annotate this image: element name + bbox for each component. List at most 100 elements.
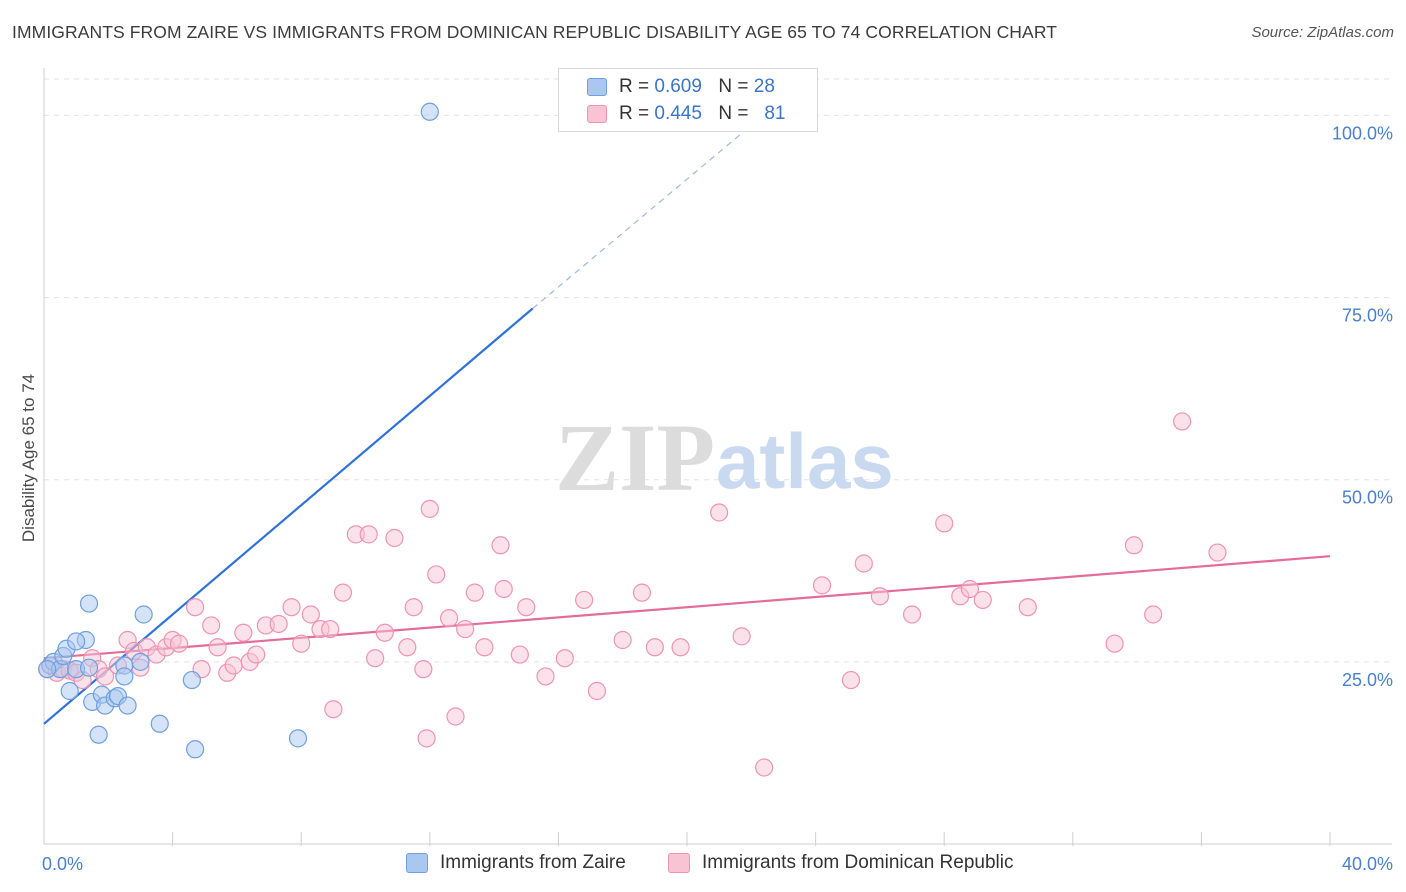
data-point-dominican <box>375 623 394 642</box>
data-point-dominican <box>385 528 404 548</box>
series-zaire-points <box>38 102 439 759</box>
data-point-dominican <box>465 583 484 602</box>
data-point-zaire <box>79 658 99 677</box>
legend-r-label: R = <box>619 76 650 97</box>
data-point-dominican <box>398 638 417 657</box>
series-legend: Immigrants from Zaire Immigrants from Do… <box>0 850 1406 880</box>
data-point-zaire <box>182 670 201 690</box>
data-point-dominican <box>1173 412 1192 431</box>
data-point-dominican <box>710 503 729 522</box>
data-point-dominican <box>575 590 594 610</box>
trend-line-dominican <box>43 555 1331 660</box>
gridlines <box>44 78 1392 663</box>
data-point-dominican <box>1144 605 1163 624</box>
watermark-zip: ZIP <box>555 404 715 511</box>
data-point-dominican <box>417 729 436 748</box>
series-legend-label-zaire: Immigrants from Zaire <box>440 852 626 873</box>
data-point-dominican <box>333 583 353 602</box>
data-point-zaire <box>288 729 308 748</box>
data-point-dominican <box>935 514 954 533</box>
y-axis-label: Disability Age 65 to 74 <box>19 374 38 542</box>
data-point-dominican <box>404 598 423 617</box>
data-point-zaire <box>115 667 134 686</box>
legend-row-zaire: R = 0.609 N = 28 <box>587 75 775 99</box>
series-legend-zaire: Immigrants from Zaire <box>406 852 626 874</box>
data-point-dominican <box>292 634 311 653</box>
data-point-dominican <box>841 670 861 690</box>
watermark: ZIP atlas <box>555 404 894 511</box>
legend-n-label: N = <box>718 103 749 124</box>
data-point-zaire <box>134 605 153 624</box>
series-legend-dominican: Immigrants from Dominican Republic <box>668 852 1014 874</box>
data-point-zaire <box>89 725 108 744</box>
data-point-dominican <box>439 609 459 628</box>
data-point-dominican <box>812 576 832 595</box>
data-point-dominican <box>755 758 774 777</box>
data-point-dominican <box>427 565 446 584</box>
data-point-dominican <box>960 579 980 599</box>
data-point-zaire <box>67 632 86 651</box>
data-point-dominican <box>95 667 115 686</box>
legend-n-label: N = <box>718 76 749 97</box>
data-point-dominican <box>366 649 385 668</box>
source-label: Source: ZipAtlas.com <box>1251 24 1394 41</box>
data-point-dominican <box>208 638 227 657</box>
data-point-dominican <box>613 630 632 650</box>
data-point-dominican <box>1018 598 1037 617</box>
y-tick-label: 25.0% <box>1342 670 1393 690</box>
chart-title: IMMIGRANTS FROM ZAIRE VS IMMIGRANTS FROM… <box>12 22 1058 42</box>
data-point-dominican <box>536 667 555 686</box>
data-point-dominican <box>269 614 288 634</box>
data-point-dominican <box>671 638 690 657</box>
data-point-dominican <box>359 525 378 544</box>
data-point-dominican <box>234 623 253 642</box>
data-point-dominican <box>282 598 301 617</box>
data-point-dominican <box>510 645 529 664</box>
data-point-zaire <box>131 652 150 671</box>
data-point-zaire <box>118 696 137 715</box>
y-tick-label: 100.0% <box>1332 123 1393 143</box>
legend-r-value: 0.609 <box>654 76 702 97</box>
legend-r-label: R = <box>619 103 650 124</box>
data-point-dominican <box>1208 543 1227 562</box>
y-tick-label: 75.0% <box>1342 306 1393 326</box>
data-point-dominican <box>456 619 475 639</box>
data-point-dominican <box>517 598 536 617</box>
data-point-dominican <box>555 649 574 668</box>
data-point-dominican <box>494 579 513 599</box>
data-point-dominican <box>420 499 439 518</box>
y-tick-label: 50.0% <box>1342 488 1393 508</box>
data-point-dominican <box>1105 634 1124 653</box>
x-tick-label-max: 40.0% <box>1342 854 1393 874</box>
data-point-zaire <box>79 594 99 613</box>
legend-r-value: 0.445 <box>654 103 702 124</box>
data-point-zaire <box>186 740 205 759</box>
x-tick-label-min: 0.0% <box>42 854 83 874</box>
legend-swatch-dominican <box>587 105 607 123</box>
data-point-dominican <box>732 627 751 646</box>
legend-row-dominican: R = 0.445 N = 81 <box>587 102 785 126</box>
data-point-dominican <box>870 587 890 606</box>
data-point-dominican <box>324 700 343 719</box>
data-point-dominican <box>973 590 992 610</box>
data-point-dominican <box>321 619 340 639</box>
data-point-dominican <box>632 583 652 602</box>
data-point-zaire <box>420 102 439 121</box>
trend-line-zaire-extension <box>532 111 768 309</box>
legend-n-value: 81 <box>764 103 786 124</box>
data-point-dominican <box>301 605 320 624</box>
data-point-dominican <box>902 605 922 624</box>
data-point-dominican <box>414 660 433 679</box>
data-point-zaire <box>60 681 79 701</box>
data-point-dominican <box>169 634 189 653</box>
trend-line-zaire <box>43 307 534 725</box>
data-point-dominican <box>247 645 266 664</box>
data-point-dominican <box>587 681 607 701</box>
watermark-atlas: atlas <box>716 417 894 505</box>
axes <box>43 68 1392 846</box>
series-legend-label-dominican: Immigrants from Dominican Republic <box>702 852 1014 873</box>
data-point-dominican <box>645 638 664 657</box>
data-point-dominican <box>224 656 243 675</box>
data-point-dominican <box>202 616 221 635</box>
